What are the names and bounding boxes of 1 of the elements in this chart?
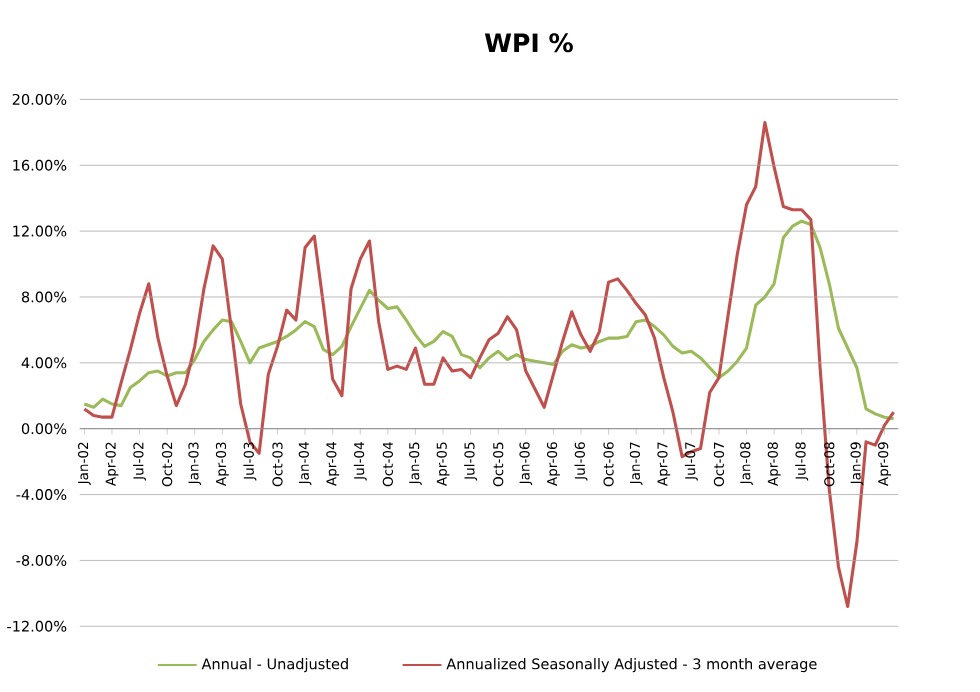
chart-title: WPI % [484, 33, 573, 53]
